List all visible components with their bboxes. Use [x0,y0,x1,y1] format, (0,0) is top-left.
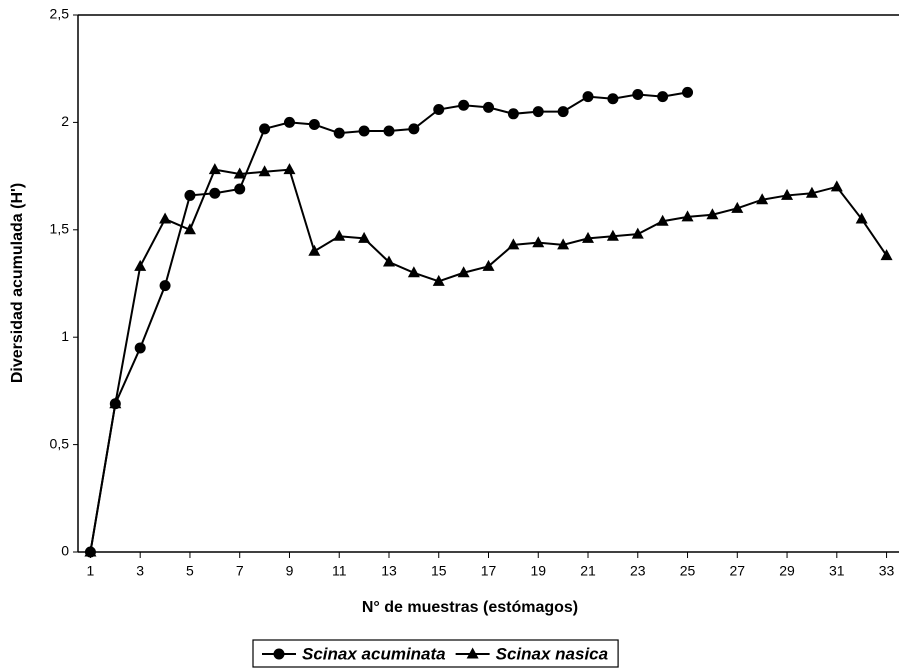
data-point [333,127,345,139]
data-point [134,342,146,354]
data-point [582,91,594,103]
data-point [84,545,97,557]
y-tick-label: 1 [61,328,69,344]
x-tick-label: 17 [481,563,497,579]
x-tick-label: 1 [87,563,95,579]
data-point [432,274,445,286]
data-point [433,104,445,116]
data-point [258,165,271,177]
series-line [89,168,888,553]
data-point [383,125,395,137]
data-point [234,183,246,195]
data-point [805,186,818,198]
y-tick-label: 0 [61,543,69,559]
x-tick-label: 33 [879,563,895,579]
data-point [582,231,595,243]
y-tick-label: 0,5 [50,435,70,451]
data-point [159,280,171,292]
data-point [134,259,147,271]
data-point [209,187,221,199]
data-point [483,101,494,113]
data-point [358,125,370,137]
data-point [681,210,694,222]
data-point [458,99,470,111]
data-point [830,180,843,192]
data-point [283,163,296,175]
x-tick-label: 27 [729,563,745,579]
data-point [408,123,420,135]
data-point [507,108,519,120]
data-point [706,208,719,220]
data-point [557,238,570,250]
data-point [358,231,371,243]
data-point [482,259,495,271]
data-point [682,86,694,98]
data-point [457,266,470,278]
legend: Scinax acuminata Scinax nasica [252,639,619,668]
x-tick-label: 3 [136,563,144,579]
data-point [632,88,644,100]
y-tick-label: 2 [61,113,69,129]
data-point [607,93,619,105]
data-point [880,249,893,261]
data-point [109,397,122,409]
y-axis-title: Diversidad acumulada (H') [9,183,26,383]
data-point [606,229,619,241]
x-axis-title: N° de muestras (estómagos) [362,599,578,616]
x-tick-label: 9 [286,563,294,579]
x-tick-label: 19 [530,563,546,579]
data-point [382,255,395,267]
data-point [259,123,271,135]
data-point [333,229,346,241]
legend-marker [273,648,285,660]
data-point [532,106,544,118]
data-point [283,116,295,128]
legend-label: Scinax nasica [496,644,608,663]
data-point [507,238,520,250]
data-point [656,214,669,226]
x-tick-label: 7 [236,563,244,579]
data-point [657,91,669,103]
x-tick-label: 11 [332,563,347,579]
data-point [855,212,868,224]
data-point [532,236,545,248]
y-tick-label: 2,5 [50,6,70,22]
data-point [781,188,794,200]
x-tick-label: 13 [381,563,397,579]
data-point [308,119,320,131]
x-tick-label: 15 [431,563,447,579]
data-point [731,201,744,213]
series-line [89,91,688,553]
x-tick-label: 25 [680,563,696,579]
data-point [184,189,196,201]
data-point [557,106,569,118]
legend-label: Scinax acuminata [302,644,446,663]
legend-marker [466,647,479,659]
data-point [183,223,196,235]
y-tick-label: 1,5 [50,221,70,237]
data-point [407,266,420,278]
x-tick-label: 31 [829,563,845,579]
data-point [756,193,769,205]
data-point [631,227,644,239]
data-point [208,163,221,175]
x-tick-label: 29 [779,563,795,579]
data-point [308,244,321,256]
data-point [159,212,172,224]
legend-box [252,639,619,668]
x-tick-label: 23 [630,563,646,579]
data-point [233,167,246,179]
x-tick-label: 21 [580,563,596,579]
x-tick-label: 5 [186,563,194,579]
